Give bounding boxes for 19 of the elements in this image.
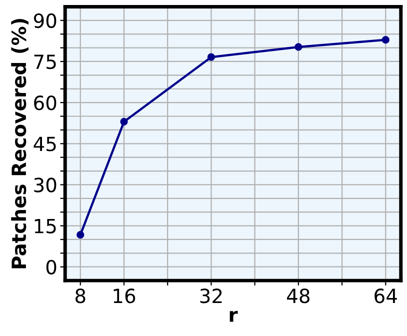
x-tick-label: 8 [76,288,86,304]
point [76,231,84,239]
y-tick-label: 75 [34,54,56,70]
x-tick-label: 64 [374,288,397,304]
x-axis-title: r [230,310,238,322]
point [382,36,390,44]
point [120,118,128,126]
y-tick-label: 0 [46,260,56,275]
y-tick-label: 45 [34,136,56,152]
x-tick-label: 32 [200,288,222,304]
point [207,53,216,61]
y-tick-label: 90 [34,13,56,28]
y-axis-title: Patches Recovered (%) [11,18,28,268]
x-tick-label: 16 [114,288,136,304]
x-tick-label: 48 [287,288,310,304]
y-tick-label: 60 [34,96,56,110]
y-tick-label: 15 [34,219,56,234]
y-tick-label: 30 [34,178,56,192]
point [294,43,302,51]
